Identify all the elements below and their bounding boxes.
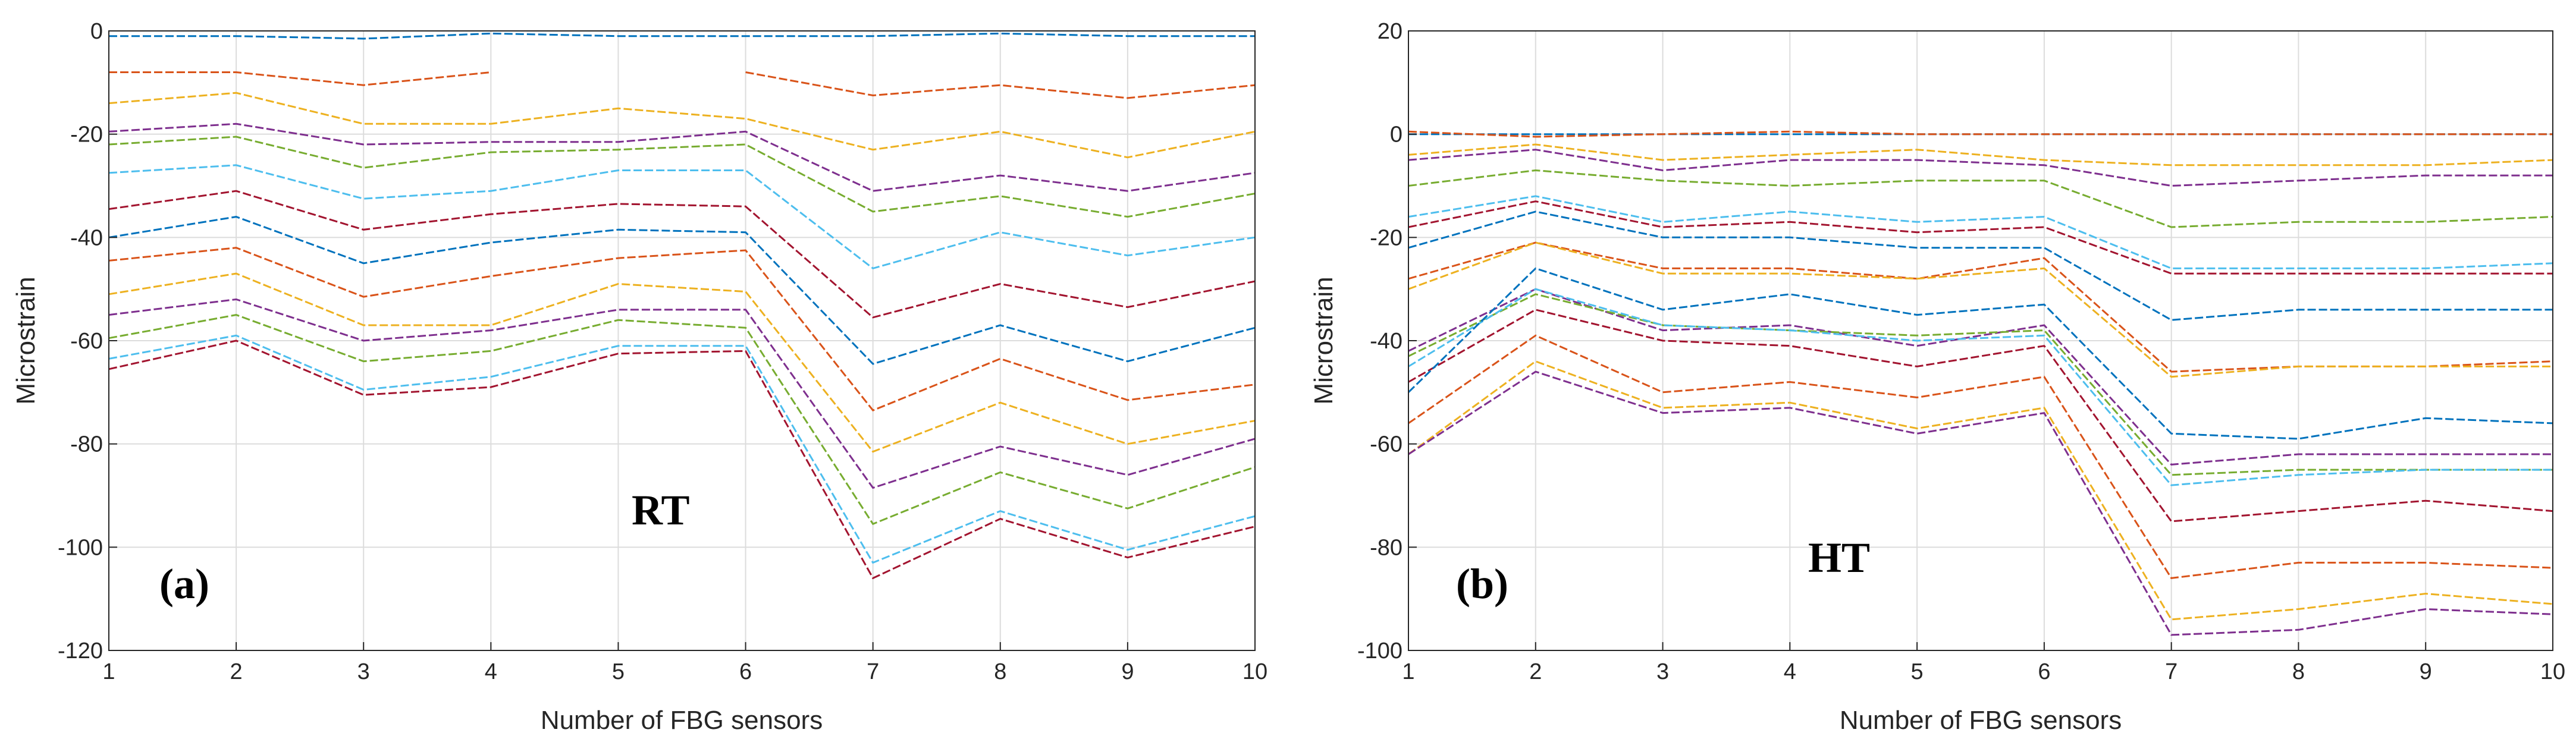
panel-a-series-line-s13 — [108, 334, 1256, 564]
panel-a-series-line-s8 — [108, 216, 1256, 365]
panel-a-y-axis-label: Microstrain — [11, 276, 40, 404]
panel-b-series-line-s3 — [1408, 143, 2553, 166]
panel-a-label: (a) — [159, 560, 209, 608]
panel-a-x-tick-label: 5 — [612, 659, 625, 684]
panel-b-series — [1407, 130, 2553, 636]
panel-b-y-tick-label: -40 — [1370, 329, 1402, 354]
panel-b-series-line-s8 — [1408, 210, 2553, 321]
panel-b-y-tick-label: -20 — [1370, 225, 1402, 250]
panel-a-x-tick-label: 6 — [739, 659, 752, 684]
panel-b-series-line-s13 — [1408, 288, 2553, 486]
panel-b-series-line-s16 — [1408, 334, 2553, 580]
panel-b-series-line-s14 — [1408, 309, 2553, 523]
panel-a-chart: 1 2 3 4 5 6 7 8 9 10 0 -20 -40 -60 -80 -100 -120 Number… — [11, 19, 1267, 735]
panel-a-series-line-s12 — [108, 314, 1256, 526]
panel-b-y-axis-label: Microstrain — [1309, 276, 1338, 404]
panel-a-x-tick-label: 7 — [867, 659, 879, 684]
panel-a-series-line-s14 — [108, 339, 1256, 580]
panel-b-x-axis-label: Number of FBG sensors — [1840, 706, 2122, 735]
panel-b-series-line-s2 — [1408, 130, 2553, 138]
panel-b-series-line-s18 — [1408, 370, 2553, 636]
panel-b-x-tick-label: 9 — [2420, 659, 2432, 684]
panel-b-y-tick-label: 20 — [1378, 19, 1402, 44]
panel-a-series-line-s6 — [108, 164, 1256, 270]
panel-b-chart: 1 2 3 4 5 6 7 8 9 10 20 0 -20 -40 -60 -80 -100 Number o… — [1309, 19, 2565, 735]
panel-b-annotation: HT — [1808, 534, 1870, 581]
panel-a-y-tick-label: -80 — [70, 432, 103, 457]
panel-b-x-tick-label: 7 — [2165, 659, 2177, 684]
panel-b-x-tick-label: 6 — [2038, 659, 2050, 684]
panel-a-series-line-s5 — [108, 136, 1256, 218]
panel-a-x-tick-label: 9 — [1121, 659, 1134, 684]
panel-b-x-tick-label: 10 — [2540, 659, 2565, 684]
panel-a-x-tick-label: 2 — [230, 659, 243, 684]
panel-a-y-tick-label: -20 — [70, 122, 103, 147]
panel-a-x-tick-label: 3 — [357, 659, 370, 684]
panel-a-x-tick-label: 8 — [994, 659, 1006, 684]
panel-b-x-tick-label: 3 — [1656, 659, 1669, 684]
panel-b-y-tick-label: 0 — [1390, 122, 1402, 147]
panel-a-x-tick-label: 4 — [485, 659, 497, 684]
panel-b-y-tick-label: -80 — [1370, 535, 1402, 560]
panel-b-x-tick-label: 2 — [1529, 659, 1542, 684]
panel-a-annotation: RT — [632, 486, 690, 534]
panel-a-y-tick-label: -120 — [58, 639, 103, 664]
panel-a-y-tick-label: -100 — [58, 535, 103, 560]
panel-a-series-line-s11 — [108, 298, 1256, 489]
panel-a-series-line-s2 — [109, 71, 1256, 99]
panel-b-x-tick-label: 1 — [1402, 659, 1414, 684]
panel-b-y-ticks: 20 0 -20 -40 -60 -80 -100 — [1357, 19, 1417, 664]
panel-a-y-tick-label: -40 — [70, 225, 103, 250]
panel-a-series — [108, 32, 1256, 580]
panel-a-y-ticks: 0 -20 -40 -60 -80 -100 -120 — [58, 19, 117, 664]
panel-b-x-ticks: 1 2 3 4 5 6 7 8 9 10 — [1402, 642, 2565, 684]
panel-a-x-axis-label: Number of FBG sensors — [541, 706, 823, 735]
panel-b-series-line-s15 — [1407, 267, 2553, 440]
panel-b-x-tick-label: 8 — [2292, 659, 2305, 684]
panel-a-series-line-s7 — [108, 190, 1256, 319]
panel-a-x-ticks: 1 2 3 4 5 6 7 8 9 10 — [102, 642, 1267, 684]
panel-a-y-tick-label: 0 — [90, 19, 103, 44]
panel-b-series-line-s7 — [1408, 200, 2553, 275]
panel-b-series-line-s5 — [1408, 169, 2553, 228]
panel-a-series-line-s1 — [109, 32, 1255, 40]
panel-a-series-line-s3 — [108, 92, 1256, 159]
panel-a-x-tick-label: 10 — [1242, 659, 1267, 684]
panel-a-series-line-s9 — [108, 247, 1256, 412]
panel-b-x-tick-label: 4 — [1784, 659, 1796, 684]
panel-b-series-line-s17 — [1408, 360, 2553, 621]
panel-a-series-line-s4 — [108, 122, 1256, 192]
panel-b-y-tick-label: -100 — [1357, 639, 1402, 664]
panel-a-y-tick-label: -60 — [70, 329, 103, 354]
panel-b-series-line-s12 — [1408, 293, 2553, 476]
panel-b-label: (b) — [1456, 560, 1508, 608]
panel-b-series-line-s6 — [1408, 195, 2553, 269]
panel-a-series-line-s10 — [108, 272, 1256, 453]
panel-b-series-line-s10 — [1408, 241, 2553, 378]
panel-b-x-tick-label: 5 — [1911, 659, 1924, 684]
panel-b-y-tick-label: -60 — [1370, 432, 1402, 457]
panel-a-x-tick-label: 1 — [102, 659, 115, 684]
